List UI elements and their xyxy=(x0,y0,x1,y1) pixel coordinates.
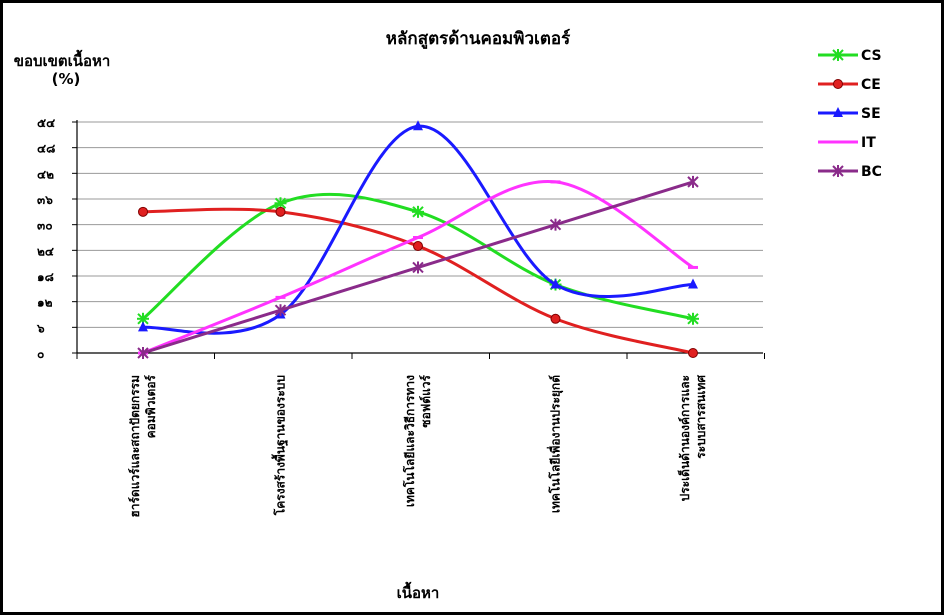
marker-triangle xyxy=(688,278,698,289)
marker-circle xyxy=(275,206,286,217)
data-point-bc xyxy=(687,175,699,188)
marker-circle xyxy=(413,241,423,252)
marker-circle xyxy=(688,348,698,358)
marker-triangle xyxy=(550,278,561,289)
data-point-ce xyxy=(550,313,561,324)
data-point-se xyxy=(688,278,698,289)
x-category-label: เทคโนโลยีเพื่องานประยุกต์ xyxy=(547,375,564,513)
x-category-labels: ฮาร์ดแวร์และสถาปัตยกรรม คอมพิวเตอร์ โครงสร… xyxy=(128,374,708,517)
data-point-cs xyxy=(412,205,424,218)
x-axis-label: เนื้อหา xyxy=(397,581,440,602)
x-category-label: ฮาร์ดแวร์และสถาปัตยกรรม คอมพิวเตอร์ xyxy=(128,374,158,517)
legend-marker-ce xyxy=(833,79,843,89)
marker-circle xyxy=(550,313,561,324)
x-category-label: โครงสร้างพื้นฐานของระบบ xyxy=(271,375,289,516)
legend-label-cs: CS xyxy=(861,48,882,64)
legend-marker-bc xyxy=(832,165,844,177)
y-tick-label: ๕๔ xyxy=(37,116,55,130)
data-point-bc xyxy=(549,218,562,231)
data-point-ce xyxy=(688,348,698,358)
data-point-se xyxy=(413,120,423,131)
legend-marker-cs xyxy=(832,49,844,61)
y-tick-label: ๖ xyxy=(36,321,45,335)
data-point-ce xyxy=(413,241,423,252)
y-tick-labels: ๐ ๖ ๑๒ ๑๘ ๒๔ ๓๐ ๓๖ ๔๒ ๔๘ ๕๔ xyxy=(36,116,55,361)
data-point-ce xyxy=(275,206,286,217)
y-tick-label: ๓๐ xyxy=(37,219,53,233)
data-point-cs xyxy=(137,312,149,325)
legend-label-ce: CE xyxy=(861,77,881,93)
data-point-se xyxy=(138,321,148,332)
y-tick-label: ๓๖ xyxy=(37,193,53,207)
data-point-bc xyxy=(412,261,424,274)
y-axis-label: ขอบเขตเนื้อหา xyxy=(14,49,111,70)
y-tick-label: ๑๘ xyxy=(37,270,54,284)
x-category-label: เทคโนโลยีและวิธีการทาง ซอฟต์แวร์ xyxy=(402,374,433,507)
y-tick-label: ๐ xyxy=(37,347,44,361)
data-point-bc xyxy=(137,347,149,359)
marker-triangle xyxy=(138,321,148,332)
y-tick-label: ๔๘ xyxy=(37,142,55,156)
gridlines xyxy=(72,121,763,354)
series-lines xyxy=(137,120,699,359)
marker-circle xyxy=(138,206,148,217)
marker-circle xyxy=(833,79,843,89)
legend-marker-se xyxy=(833,107,843,117)
legend-label-bc: BC xyxy=(861,164,882,180)
x-category-label: ประเด็นด้านองค์การและ ระบบสารสนเทศ xyxy=(677,375,708,502)
y-tick-label: ๒๔ xyxy=(37,244,54,258)
data-point-cs xyxy=(687,312,699,325)
data-point-se xyxy=(550,278,561,289)
legend-label-se: SE xyxy=(861,106,881,122)
marker-triangle xyxy=(413,120,423,131)
axes xyxy=(76,120,765,359)
data-point-bc xyxy=(274,304,287,317)
legend: CS CE SE IT BC xyxy=(818,48,882,180)
y-tick-label: ๔๒ xyxy=(37,167,54,181)
y-tick-label: ๑๒ xyxy=(37,296,53,310)
legend-label-it: IT xyxy=(861,135,876,151)
data-point-ce xyxy=(138,206,148,217)
marker-triangle xyxy=(833,107,843,117)
y-axis-unit: (%) xyxy=(52,70,81,88)
chart-title: หลักสูตรด้านคอมพิวเตอร์ xyxy=(386,28,571,50)
